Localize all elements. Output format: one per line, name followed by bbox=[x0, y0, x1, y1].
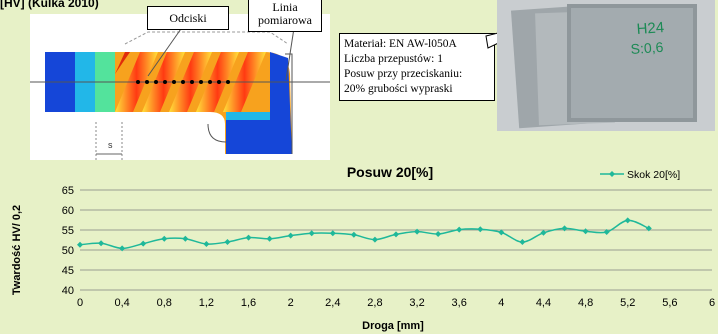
data-point bbox=[561, 225, 568, 232]
y-tick-label: 60 bbox=[62, 205, 74, 217]
data-point bbox=[308, 230, 315, 237]
data-point bbox=[182, 235, 189, 242]
data-point bbox=[245, 234, 252, 241]
data-point bbox=[645, 225, 652, 232]
data-point bbox=[477, 226, 484, 233]
info-material: Materiał: EN AW-l050A bbox=[344, 38, 457, 50]
y-axis-ticks: 40 45 50 55 60 65 bbox=[62, 185, 74, 297]
x-tick-label: 3,6 bbox=[452, 297, 467, 309]
y-tick-label: 55 bbox=[62, 225, 74, 237]
data-point bbox=[77, 241, 83, 248]
y-tick-label: 50 bbox=[62, 245, 74, 257]
x-tick-label: 5,2 bbox=[620, 297, 635, 309]
photo-label-h24: H24 bbox=[636, 19, 665, 38]
x-tick-label: 5,6 bbox=[662, 297, 677, 309]
x-tick-label: 1,2 bbox=[199, 297, 214, 309]
x-tick-label: 0 bbox=[77, 297, 83, 309]
callout-indents: Odciski bbox=[147, 6, 229, 30]
x-tick-label: 4,4 bbox=[536, 297, 551, 309]
legend-label: Skok 20[%] bbox=[627, 169, 680, 181]
legend-marker bbox=[609, 171, 615, 177]
callout-measurement-line-1: Linia bbox=[272, 0, 298, 14]
data-point bbox=[161, 235, 168, 242]
callout-measurement-line: Linia pomiarowa bbox=[248, 0, 322, 32]
chart-title: Posuw 20[%] bbox=[347, 164, 433, 180]
info-feed-value: 20% grubości wypraski bbox=[344, 83, 453, 95]
data-point bbox=[329, 230, 336, 237]
y-axis-label: Twardość HV/ 0,2 bbox=[11, 205, 23, 295]
fem-simulation-image: s bbox=[30, 14, 330, 160]
top-panel: [HV] (Kulka 2010) bbox=[0, 0, 718, 160]
info-passes: Liczba przepustów: 1 bbox=[344, 53, 443, 65]
chart-grid bbox=[80, 189, 712, 291]
hardness-chart: Posuw 20[%] Droga [mm] Twardość HV/ 0,2 … bbox=[0, 162, 718, 334]
data-point bbox=[98, 240, 105, 247]
x-tick-label: 2 bbox=[288, 297, 294, 309]
x-tick-label: 6 bbox=[709, 297, 715, 309]
data-point bbox=[414, 228, 421, 235]
x-axis-label: Droga [mm] bbox=[362, 320, 424, 332]
data-point bbox=[519, 239, 526, 245]
x-tick-label: 0,4 bbox=[114, 297, 129, 309]
y-tick-label: 40 bbox=[62, 285, 74, 297]
x-tick-label: 2,8 bbox=[367, 297, 382, 309]
hardness-chart-svg: Posuw 20[%] Droga [mm] Twardość HV/ 0,2 … bbox=[11, 164, 715, 332]
data-point bbox=[140, 240, 147, 247]
data-point bbox=[603, 229, 610, 235]
data-point bbox=[119, 245, 126, 252]
data-point bbox=[203, 241, 210, 247]
chart-series bbox=[77, 217, 652, 252]
data-point bbox=[624, 217, 631, 224]
x-tick-label: 4,8 bbox=[578, 297, 593, 309]
x-tick-label: 4 bbox=[498, 297, 504, 309]
chart-legend: Skok 20[%] bbox=[600, 169, 680, 181]
y-tick-label: 65 bbox=[62, 185, 74, 197]
data-point bbox=[435, 231, 442, 237]
fem-simulation-graphic: s bbox=[30, 14, 330, 160]
series-line bbox=[79, 219, 650, 250]
callout-measurement-line-2: pomiarowa bbox=[258, 13, 312, 27]
data-point bbox=[350, 231, 357, 238]
data-point bbox=[582, 228, 589, 235]
x-axis-ticks: 0 0,4 0,8 1,2 1,6 2 2,4 2,8 3,2 3,6 4 4,4 4,8 5,2 5,6 6 bbox=[77, 297, 715, 309]
dimension-label: s bbox=[108, 140, 113, 150]
data-point bbox=[266, 235, 273, 242]
data-point bbox=[371, 236, 378, 243]
data-point bbox=[224, 239, 231, 245]
data-point bbox=[498, 229, 505, 236]
info-feed-label: Posuw przy przeciskaniu: bbox=[344, 68, 463, 80]
x-tick-label: 1,6 bbox=[241, 297, 256, 309]
x-tick-label: 3,2 bbox=[409, 297, 424, 309]
data-point bbox=[456, 226, 463, 233]
data-point bbox=[287, 232, 294, 239]
data-point bbox=[540, 229, 547, 236]
x-tick-label: 2,4 bbox=[325, 297, 340, 309]
y-tick-label: 45 bbox=[62, 265, 74, 277]
x-tick-label: 0,8 bbox=[157, 297, 172, 309]
sample-photo-graphic: H24 S:0,6 bbox=[497, 0, 715, 131]
data-point bbox=[393, 231, 399, 238]
material-info-box: Materiał: EN AW-l050A Liczba przepustów:… bbox=[339, 33, 495, 101]
source-label: [HV] (Kulka 2010) bbox=[0, 0, 99, 10]
photo-label-s: S:0,6 bbox=[630, 39, 664, 57]
sample-photo: H24 S:0,6 bbox=[497, 0, 715, 131]
